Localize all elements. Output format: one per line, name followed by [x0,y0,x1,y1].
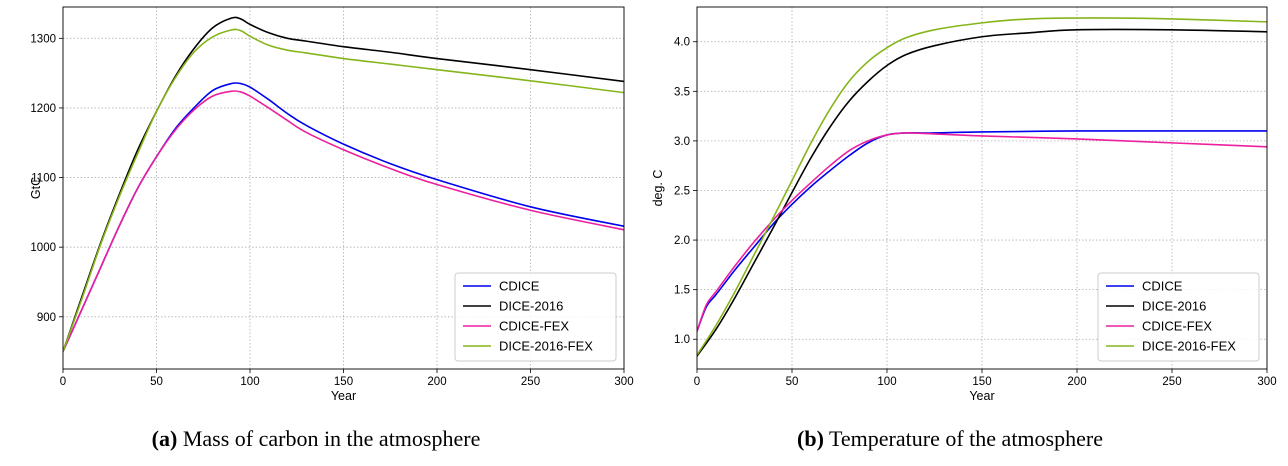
x-tick-label: 300 [1257,376,1276,388]
y-tick-label: 1100 [31,173,56,185]
legend-label: DICE-2016 [499,299,563,314]
y-tick-label: 900 [37,312,56,324]
x-tick-label: 250 [521,376,540,388]
y-tick-label: 1000 [30,242,56,254]
panel-caption: (b) Temperature of the atmosphere [797,426,1103,451]
legend-label: DICE-2016-FEX [499,339,593,354]
legend-label: CDICE [1142,279,1183,294]
y-tick-label: 4.0 [674,37,690,49]
legend: CDICE DICE-2016 CDICE-FEX DICE-2016-FEX [1097,272,1260,362]
x-tick-label: 50 [786,376,799,388]
legend-label: DICE-2016-FEX [1142,339,1236,354]
series-line-dice-2016-fex [63,28,624,352]
y-tick-label: 3.0 [674,136,690,148]
x-tick-label: 100 [240,376,259,388]
caption-text: Mass of carbon in the atmosphere [177,426,480,451]
caption-tag: (b) [797,426,824,451]
x-tick-label: 300 [614,376,633,388]
x-tick-label: 250 [1162,376,1181,388]
x-tick-label: 0 [694,376,700,388]
series-line-cdice-fex [697,132,1267,332]
series-line-dice-2016-fex [697,17,1267,356]
x-tick-label: 100 [877,376,896,388]
y-tick-label: 1300 [30,33,56,45]
x-tick-label: 50 [150,376,163,388]
panel-a-carbon-mass: 0 50 100 150 200 250 300 900 1000 1100 1200 1300 Yea… [29,6,634,451]
legend-box [1097,272,1260,362]
y-tick-label: 1200 [30,103,56,115]
series-line-dice-2016 [697,28,1267,357]
x-axis-label: Year [331,389,356,403]
legend: CDICE DICE-2016 CDICE-FEX DICE-2016-FEX [454,272,617,362]
y-tick-label: 1.0 [674,334,690,346]
y-tick-label: 2.5 [674,185,690,197]
y-axis-label: GtC [29,177,43,199]
legend-label: DICE-2016 [1142,299,1206,314]
x-tick-label: 150 [972,376,991,388]
legend-label: CDICE-FEX [1142,319,1212,334]
panel-caption: (a) Mass of carbon in the atmosphere [152,426,481,451]
x-tick-label: 200 [1067,376,1086,388]
y-tick-label: 2.0 [674,235,690,247]
x-tick-label: 150 [334,376,353,388]
caption-text: Temperature of the atmosphere [824,426,1103,451]
legend-box [454,272,617,362]
y-axis-label: deg. C [651,170,665,207]
x-tick-label: 0 [60,376,66,388]
series-line-dice-2016 [63,16,624,352]
y-tick-label: 1.5 [674,285,690,297]
legend-label: CDICE-FEX [499,319,569,334]
panel-b-atmospheric-temperature: 0 50 100 150 200 250 300 1.0 1.5 2.0 2.5 3.0 3.5 4.0 Y… [651,6,1277,451]
legend-label: CDICE [499,279,540,294]
x-tick-label: 200 [427,376,446,388]
series-line-cdice [697,130,1267,332]
caption-tag: (a) [152,426,178,451]
series-line-cdice-fex [63,90,624,352]
x-axis-label: Year [969,389,994,403]
y-tick-label: 3.5 [674,86,690,98]
